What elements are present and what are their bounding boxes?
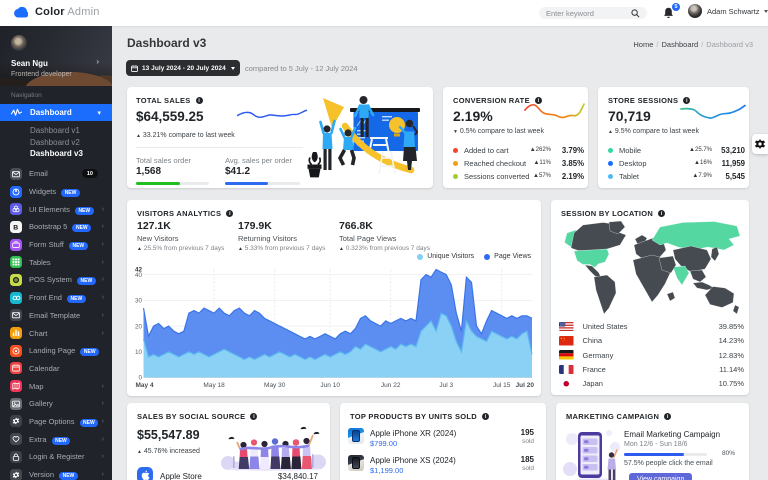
svg-text:May 18: May 18 bbox=[203, 382, 225, 389]
svg-text:Jun 22: Jun 22 bbox=[381, 382, 401, 389]
svg-text:B: B bbox=[13, 224, 18, 230]
svg-text:42: 42 bbox=[135, 267, 142, 274]
svg-text:30: 30 bbox=[135, 298, 142, 305]
svg-text:Jul 15: Jul 15 bbox=[493, 382, 511, 389]
svg-text:0: 0 bbox=[138, 375, 142, 382]
svg-text:Jul 3: Jul 3 bbox=[439, 382, 453, 389]
svg-text:Jun 10: Jun 10 bbox=[320, 382, 340, 389]
svg-text:40: 40 bbox=[135, 272, 142, 279]
svg-text:10: 10 bbox=[135, 349, 142, 356]
svg-text:May 30: May 30 bbox=[264, 382, 286, 389]
svg-text:May 4: May 4 bbox=[136, 382, 154, 389]
svg-text:20: 20 bbox=[135, 323, 142, 330]
svg-text:Jul 20: Jul 20 bbox=[516, 382, 534, 389]
